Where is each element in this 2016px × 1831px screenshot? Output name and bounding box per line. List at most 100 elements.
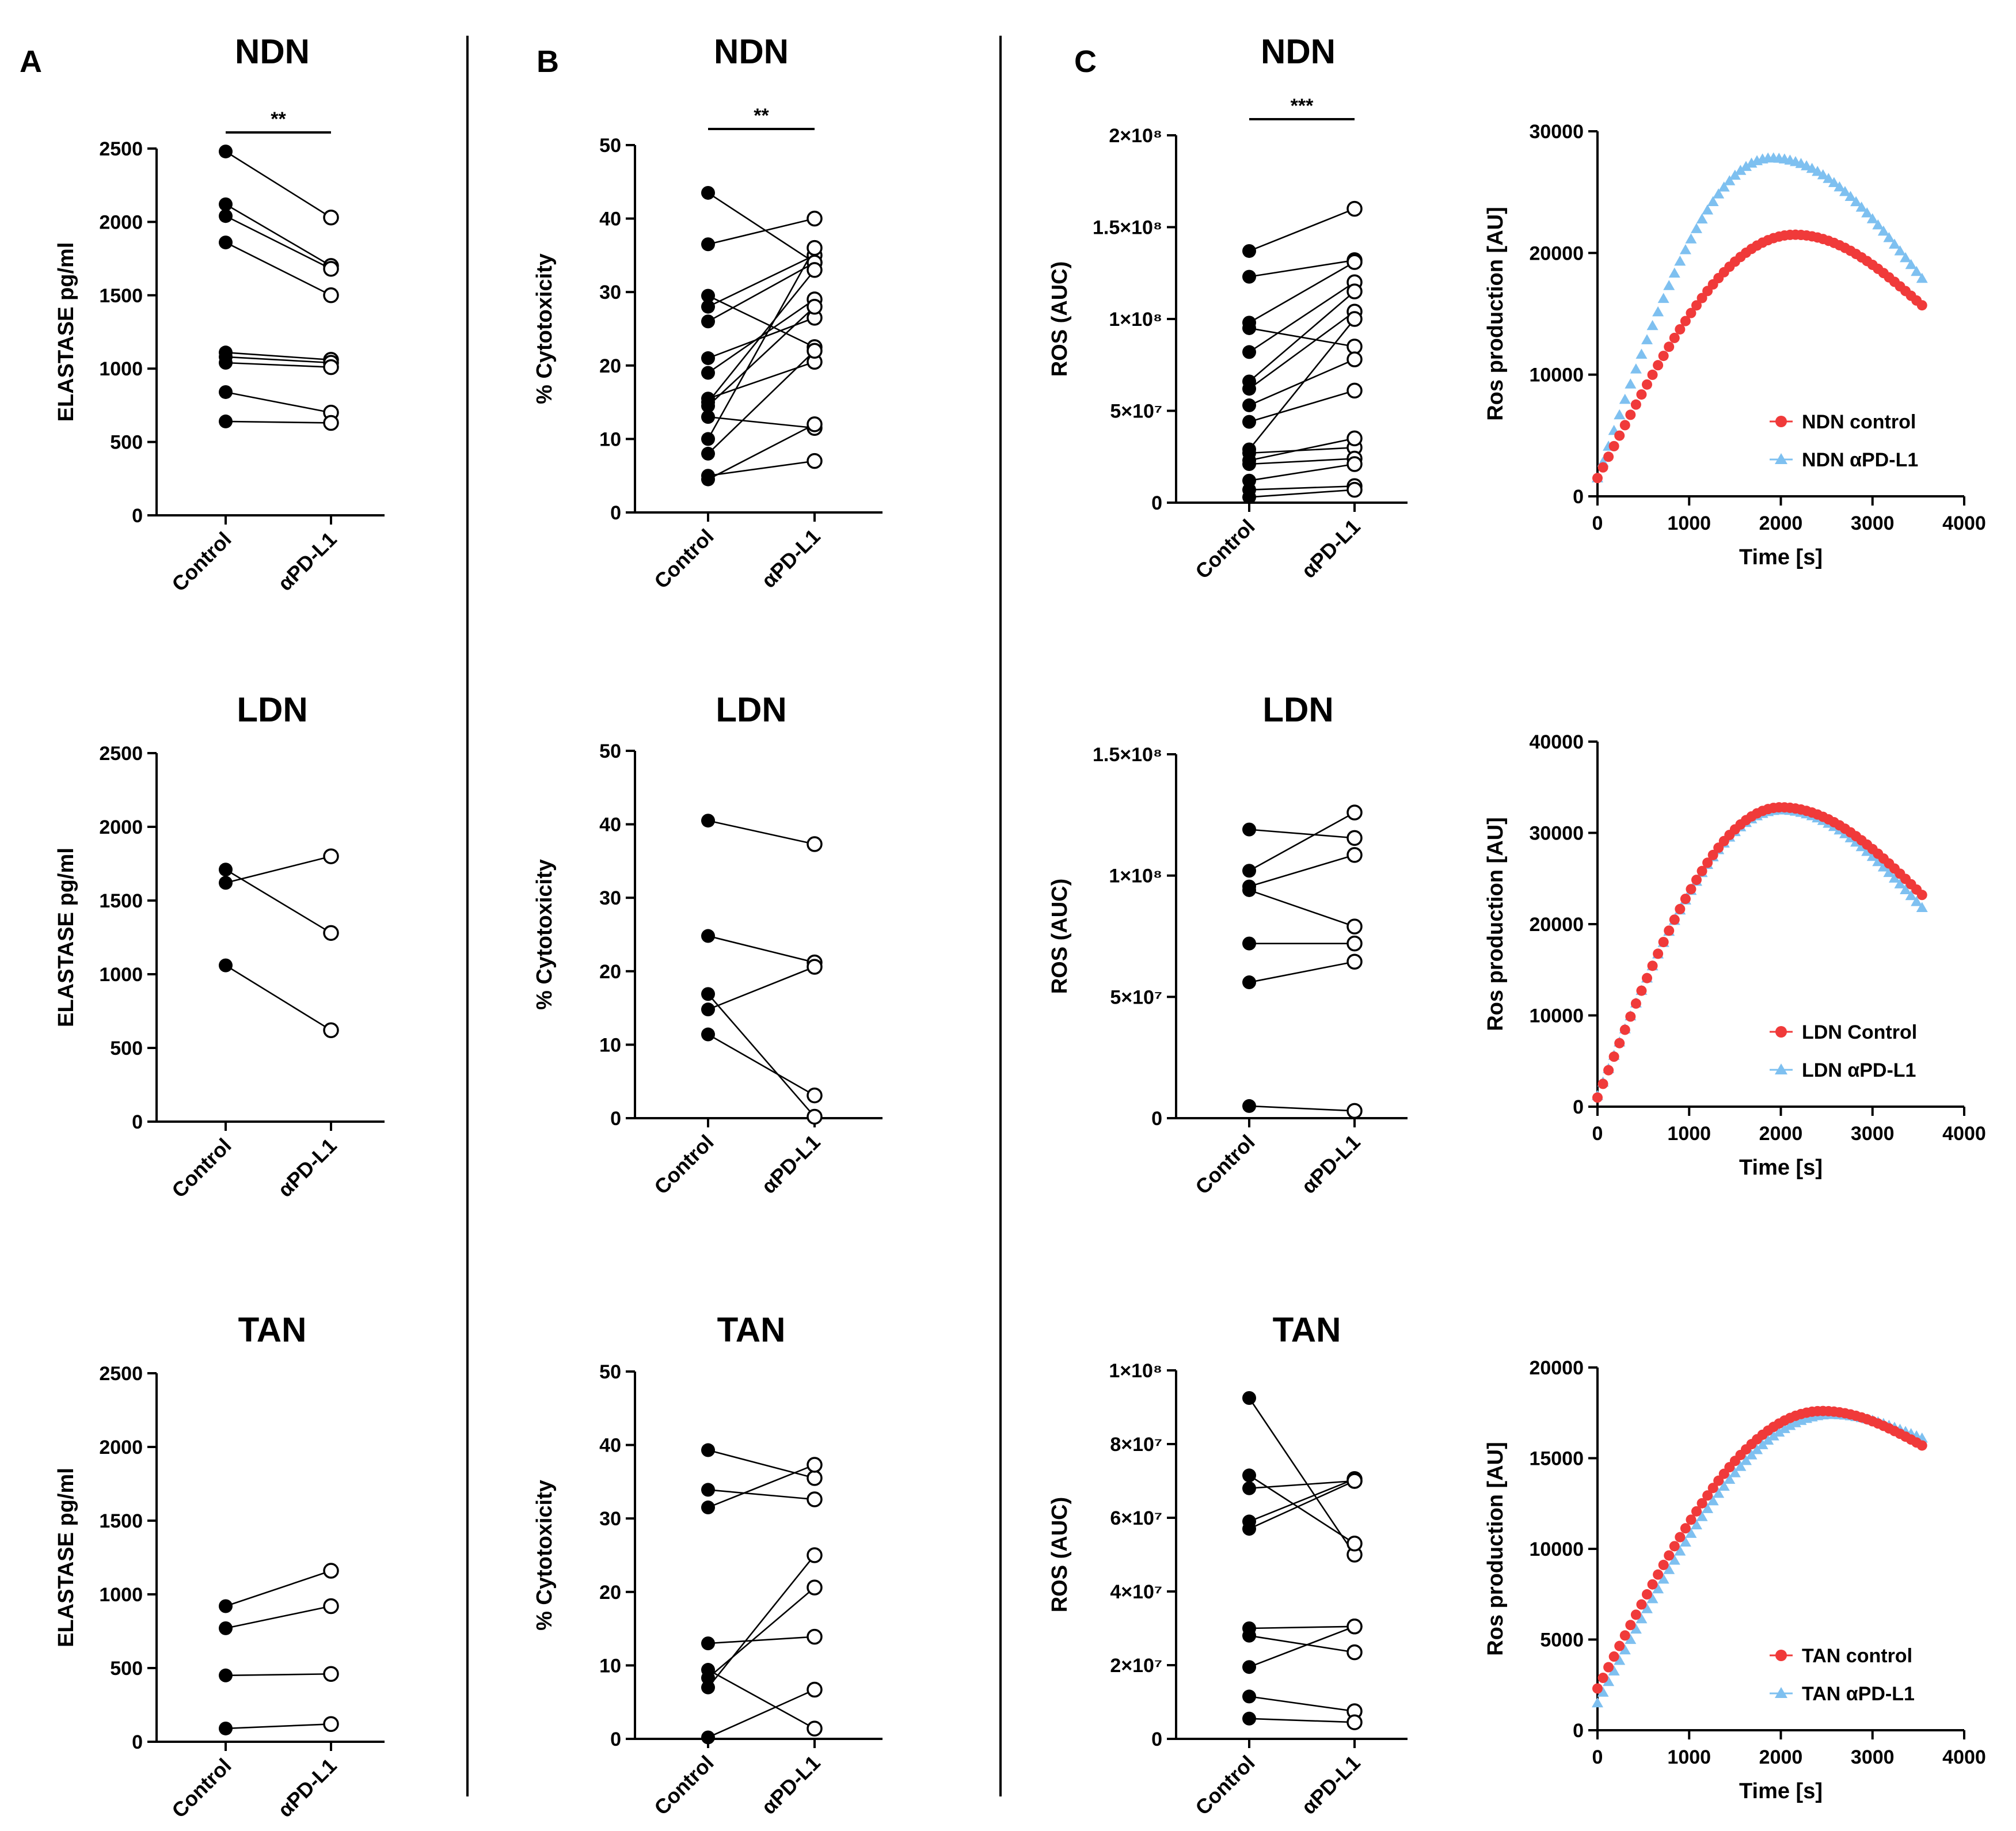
control-series-point xyxy=(1653,1569,1664,1580)
significance-label: ** xyxy=(754,105,769,127)
treated-series-point xyxy=(1646,1593,1659,1604)
y-tick-label: 5×10⁷ xyxy=(1110,986,1162,1008)
treated-point xyxy=(807,1628,823,1645)
control-point xyxy=(701,1483,715,1497)
control-series-point xyxy=(1630,998,1641,1009)
x-tick-label: 1000 xyxy=(1667,512,1711,534)
pair-line xyxy=(707,1489,815,1500)
control-series-point xyxy=(1653,948,1664,959)
legend-marker-triangle xyxy=(1775,1687,1787,1698)
treated-series-point xyxy=(1778,1423,1790,1433)
treated-series-point xyxy=(1625,378,1637,389)
treated-series-point xyxy=(1823,173,1835,183)
control-point xyxy=(1242,883,1256,897)
y-axis-label: ROS (AUC) xyxy=(1048,1497,1072,1613)
y-tick-label: 50 xyxy=(599,135,621,157)
y-tick-label: 50 xyxy=(599,740,621,762)
y-tick-label: 1000 xyxy=(99,964,143,986)
pair-line xyxy=(1249,1696,1355,1712)
pair-line xyxy=(707,1555,816,1688)
control-point xyxy=(1242,1522,1256,1536)
legend-marker-circle xyxy=(1775,416,1787,427)
control-point xyxy=(1242,822,1256,837)
pair-line xyxy=(707,350,815,454)
treated-series-point xyxy=(1679,244,1691,254)
y-axis-label: % Cytotoxicity xyxy=(532,253,557,404)
treated-point xyxy=(323,287,339,303)
control-series-point xyxy=(1658,351,1669,362)
control-series-point xyxy=(1641,1589,1652,1600)
control-point xyxy=(1242,398,1256,412)
control-point xyxy=(1242,1481,1256,1495)
chart-title: LDN xyxy=(1262,690,1333,729)
y-tick-label: 20000 xyxy=(1529,242,1584,264)
control-series-point xyxy=(1614,430,1625,441)
y-tick-label: 0 xyxy=(1151,1108,1162,1130)
y-axis-label: Ros production [AU] xyxy=(1484,207,1508,421)
control-series-point xyxy=(1669,914,1680,925)
y-tick-label: 40 xyxy=(599,208,621,230)
control-series-point xyxy=(1630,399,1641,410)
y-tick-label: 1500 xyxy=(99,890,143,912)
treated-series-point xyxy=(1685,1528,1697,1538)
y-axis-label: ELASTASE pg/ml xyxy=(54,1468,78,1647)
treated-series-point xyxy=(1614,409,1626,420)
treated-series-point xyxy=(1844,191,1857,202)
x-tick-label: 4000 xyxy=(1942,512,1986,534)
treated-point xyxy=(323,1022,339,1039)
treated-series-point xyxy=(1635,1613,1648,1624)
treated-point xyxy=(1346,1644,1363,1661)
treated-series-point xyxy=(1888,238,1900,249)
treated-series-point xyxy=(1828,177,1840,187)
treated-series-point xyxy=(1916,272,1928,283)
pair-line xyxy=(707,295,815,348)
control-series-point xyxy=(1916,890,1927,901)
pair-line xyxy=(707,192,815,264)
treated-series-point xyxy=(1850,196,1862,207)
control-series-point xyxy=(1680,316,1691,326)
y-tick-label: 2000 xyxy=(99,1437,143,1458)
legend-marker-circle xyxy=(1775,1650,1787,1661)
treated-series-point xyxy=(1724,1473,1736,1484)
treated-series-point xyxy=(1657,292,1669,303)
pair-line xyxy=(225,869,332,934)
treated-point xyxy=(323,261,339,277)
y-axis-label: Ros production [AU] xyxy=(1484,817,1508,1031)
control-series-point xyxy=(1658,1559,1669,1570)
treated-point xyxy=(323,1563,339,1579)
y-tick-label: 10000 xyxy=(1529,364,1584,386)
control-point xyxy=(1242,321,1256,335)
control-point xyxy=(701,1500,715,1515)
pair-line xyxy=(1249,829,1355,839)
control-point xyxy=(701,410,715,424)
y-tick-label: 20000 xyxy=(1529,1357,1584,1379)
legend-label: LDN αPD-L1 xyxy=(1802,1059,1916,1081)
treated-point xyxy=(1346,954,1363,970)
control-point xyxy=(219,1599,233,1613)
control-series-point xyxy=(1641,973,1652,983)
pair-line xyxy=(1249,282,1355,353)
y-tick-label: 1×10⁸ xyxy=(1109,865,1162,887)
treated-series-point xyxy=(1806,162,1818,173)
y-tick-label: 2500 xyxy=(99,1363,143,1385)
legend-label: TAN control xyxy=(1802,1645,1912,1667)
treated-point xyxy=(807,1681,823,1698)
control-series-point xyxy=(1641,379,1652,390)
treated-series-point xyxy=(1762,1434,1774,1445)
control-point xyxy=(219,235,233,250)
x-tick-label: 3000 xyxy=(1851,1746,1895,1768)
treated-series-point xyxy=(1729,1467,1741,1477)
treated-series-point xyxy=(1866,850,1878,861)
treated-series-point xyxy=(1877,861,1889,872)
control-series-point xyxy=(1614,1640,1625,1651)
treated-series-point xyxy=(1784,1420,1796,1430)
pair-line xyxy=(707,248,816,440)
treated-point xyxy=(323,848,339,864)
control-point xyxy=(701,299,715,314)
y-tick-label: 15000 xyxy=(1529,1448,1584,1470)
chart-c-ldn-kinetics: 0 10000 20000 30000 40000 0 1000 2000 3000 4000 Ro… xyxy=(1484,731,1986,1180)
control-series-point xyxy=(1636,985,1647,996)
control-series-point xyxy=(1675,324,1686,335)
control-point xyxy=(701,237,715,252)
significance-label: ** xyxy=(271,108,286,130)
